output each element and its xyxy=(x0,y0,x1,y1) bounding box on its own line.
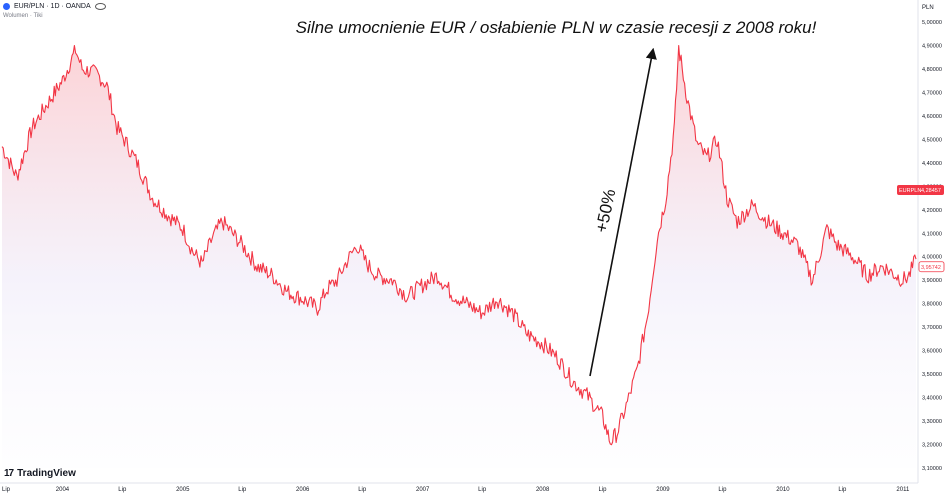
x-tick-label: 2005 xyxy=(176,487,190,493)
last-price-label-name: EURPLN xyxy=(899,188,921,194)
x-tick-label: Lip xyxy=(838,487,847,493)
x-tick-label: 2007 xyxy=(416,487,430,493)
volume-indicator[interactable]: Wolumen · Tiki xyxy=(3,13,43,19)
series-area-fill xyxy=(2,45,916,468)
time-axis: Lip 2004 Lip 2005 Lip 2006 Lip 2007 Lip 2008 Lip 20… xyxy=(2,487,910,493)
trend-arrow xyxy=(589,47,657,377)
area-layer xyxy=(2,45,916,468)
x-tick-label: Lip xyxy=(118,487,127,493)
series-line-eurpln xyxy=(1,44,917,446)
symbol-header[interactable]: EUR/PLN · 1D · OANDA xyxy=(3,3,106,10)
y-tick-label: 4,90000 xyxy=(922,43,942,49)
y-tick-label: 3,50000 xyxy=(922,372,942,378)
line-layer xyxy=(1,44,917,446)
y-tick-label: 3,70000 xyxy=(922,325,942,331)
current-price-label-bg xyxy=(918,261,945,273)
x-tick-label: 2004 xyxy=(56,487,70,493)
y-tick-label: 3,20000 xyxy=(922,443,942,449)
x-tick-label: 2009 xyxy=(656,487,670,493)
y-tick-label: 4,40000 xyxy=(922,161,942,167)
symbol-logo-icon xyxy=(3,3,10,10)
tradingview-logo-icon: 17 xyxy=(4,468,14,479)
y-tick-label: 4,00000 xyxy=(922,255,942,261)
y-tick-label: 5,00000 xyxy=(922,20,942,26)
symbol-line: EUR/PLN · 1D · OANDA xyxy=(14,3,91,10)
y-tick-label: 4,60000 xyxy=(922,114,942,120)
x-tick-label: 2011 xyxy=(896,487,910,493)
x-tick-label: 2010 xyxy=(776,487,790,493)
currency-label: PLN xyxy=(922,5,934,11)
arrow-label: +50% xyxy=(592,187,620,234)
x-tick-label: Lip xyxy=(2,487,11,493)
y-tick-label: 3,30000 xyxy=(922,419,942,425)
y-tick-label: 3,40000 xyxy=(922,396,942,402)
eye-icon[interactable] xyxy=(94,3,106,10)
last-price-label: EURPLN 4,28457 xyxy=(897,184,944,195)
y-tick-label: 3,80000 xyxy=(922,302,942,308)
y-tick-label: 4,50000 xyxy=(922,137,942,143)
x-tick-label: Lip xyxy=(238,487,247,493)
tradingview-logo[interactable]: 17 TradingView xyxy=(4,468,76,479)
current-price-label: 3,95742 xyxy=(918,261,945,273)
x-tick-label: 2006 xyxy=(296,487,310,493)
last-price-label-value: 4,28457 xyxy=(921,188,941,194)
last-price-label-bg xyxy=(897,184,944,195)
current-price-label-value: 3,95742 xyxy=(921,265,941,271)
x-tick-label: Lip xyxy=(358,487,367,493)
x-tick-label: Lip xyxy=(478,487,487,493)
y-tick-label: 3,10000 xyxy=(922,466,942,472)
x-tick-label: 2008 xyxy=(536,487,550,493)
y-tick-label: 4,10000 xyxy=(922,231,942,237)
headline-annotation: Silne umocnienie EUR / osłabienie PLN w … xyxy=(296,18,817,37)
price-axis: 3,10000 3,20000 3,30000 3,40000 3,50000 3,600… xyxy=(922,20,942,472)
y-tick-label: 3,60000 xyxy=(922,349,942,355)
annotations: EURPLN 4,28457 3,95742 Silne umocnienie EUR… xyxy=(296,18,945,377)
x-tick-label: Lip xyxy=(598,487,607,493)
y-tick-label: 3,90000 xyxy=(922,278,942,284)
tradingview-logo-text: TradingView xyxy=(17,468,76,479)
y-tick-label: 4,70000 xyxy=(922,90,942,96)
x-tick-label: Lip xyxy=(718,487,727,493)
y-tick-label: 4,20000 xyxy=(922,208,942,214)
y-tick-label: 4,80000 xyxy=(922,67,942,73)
